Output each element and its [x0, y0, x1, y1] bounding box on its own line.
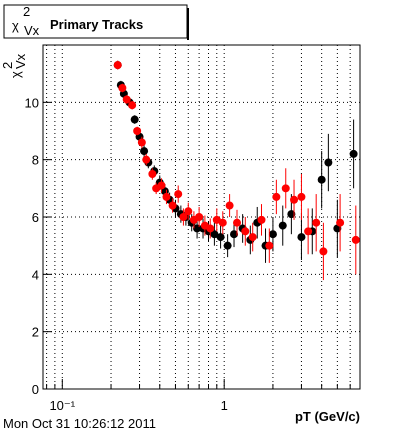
x-axis-label: pT (GeV/c): [295, 409, 360, 424]
y-axis-symbol: χ: [8, 71, 23, 78]
point: [140, 147, 149, 156]
y-axis-sup: 2: [0, 62, 15, 69]
point: [212, 215, 221, 224]
point: [157, 181, 166, 190]
chart-title: Primary Tracks: [50, 17, 143, 32]
point: [349, 149, 358, 158]
point: [206, 224, 215, 233]
title-symbol: χ: [12, 18, 19, 33]
point: [241, 227, 250, 236]
point: [210, 230, 219, 239]
point: [216, 233, 225, 242]
point: [218, 218, 227, 227]
point: [162, 192, 171, 201]
point: [142, 155, 151, 164]
y-tick-label: 10: [25, 95, 39, 110]
point: [272, 192, 281, 201]
title-sup: 2: [23, 4, 30, 19]
point: [287, 210, 296, 219]
point: [233, 218, 242, 227]
point: [281, 184, 290, 193]
point: [230, 230, 239, 239]
point: [184, 207, 193, 216]
point: [225, 201, 234, 210]
point: [122, 95, 131, 104]
x-tick-label: 1: [221, 398, 228, 413]
point: [304, 227, 313, 236]
point: [130, 115, 139, 124]
point: [179, 213, 188, 221]
title-shadow: [187, 8, 189, 40]
title-sub: Vx: [24, 23, 40, 38]
point: [297, 233, 306, 242]
point: [174, 190, 183, 199]
point: [118, 84, 127, 92]
point: [336, 218, 345, 227]
title-box: [3, 4, 188, 39]
point: [257, 215, 266, 224]
y-axis-sub: Vx: [13, 53, 28, 69]
x-tick-label: 10⁻¹: [49, 398, 75, 413]
y-tick-label: 8: [32, 153, 39, 168]
point: [297, 192, 306, 201]
point: [312, 218, 321, 227]
y-tick-label: 4: [32, 267, 39, 282]
point: [148, 170, 157, 178]
point: [324, 158, 333, 167]
point: [137, 138, 146, 147]
point: [195, 213, 204, 221]
timestamp: Mon Oct 31 10:26:12 2011: [3, 416, 156, 431]
point: [133, 127, 142, 135]
y-axis-label: χ 2Vx: [0, 53, 28, 78]
point: [351, 235, 360, 244]
point: [265, 241, 274, 250]
y-tick-label: 0: [32, 382, 39, 397]
y-tick-label: 2: [32, 325, 39, 340]
point: [223, 241, 232, 250]
point: [268, 230, 277, 239]
point: [113, 61, 122, 70]
point: [128, 101, 137, 110]
y-tick-label: 6: [32, 210, 39, 225]
point: [278, 221, 287, 230]
point: [290, 195, 299, 204]
point: [248, 233, 257, 242]
point: [319, 247, 328, 256]
point: [168, 201, 177, 210]
point: [317, 175, 326, 184]
